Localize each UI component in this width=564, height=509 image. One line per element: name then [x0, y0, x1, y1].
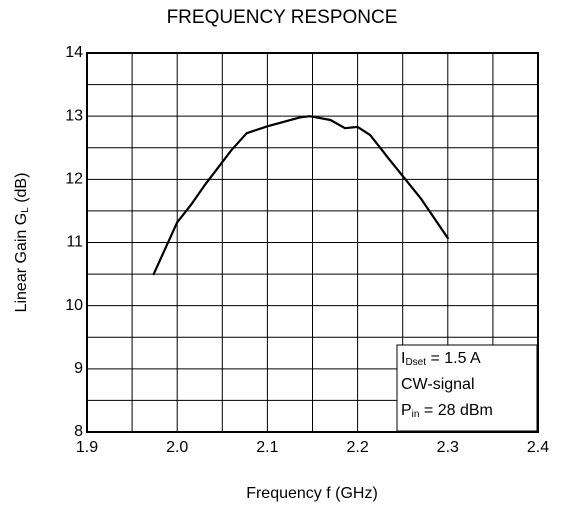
- y-axis-label-tail: (dB): [13, 173, 30, 208]
- y-tick-label: 8: [74, 423, 83, 440]
- y-tick-label: 11: [66, 234, 83, 251]
- y-tick-label: 12: [65, 171, 83, 188]
- x-tick-label: 1.9: [76, 439, 98, 456]
- y-axis-label: Linear Gain GL (dB): [13, 173, 30, 313]
- annotation-box: [396, 344, 538, 432]
- data-line: [152, 115, 449, 276]
- x-axis-label: Frequency f (GHz): [246, 485, 378, 502]
- x-tick-label: 2.0: [166, 439, 188, 456]
- annotation: Pin = 28 dBm: [401, 402, 493, 419]
- x-tick-label: 2.1: [256, 439, 278, 456]
- x-tick-label: 2.3: [437, 439, 459, 456]
- x-tick-label: 2.2: [346, 439, 368, 456]
- annotation-sub: in: [412, 409, 420, 420]
- y-tick-label: 10: [65, 297, 83, 314]
- x-tick-label: 2.4: [527, 439, 549, 456]
- annotation: IDset = 1.5 A: [401, 350, 481, 367]
- annotation-tail: = 28 dBm: [419, 402, 492, 419]
- y-axis-label-main: Linear Gain G: [13, 213, 30, 313]
- y-tick-label: 14: [65, 44, 83, 61]
- chart-title: FREQUENCY RESPONCE: [167, 7, 398, 28]
- y-axis-label-sub: L: [20, 207, 31, 213]
- annotation-main: I: [401, 350, 405, 367]
- annotation: CW-signal: [401, 376, 475, 393]
- annotation-tail: = 1.5 A: [426, 350, 481, 367]
- annotation-main: P: [401, 402, 412, 419]
- y-tick-label: 9: [74, 360, 83, 377]
- annotation-main: CW-signal: [401, 376, 475, 393]
- plot-frame: [86, 52, 539, 433]
- y-tick-label: 13: [65, 107, 83, 124]
- annotation-sub: Dset: [405, 357, 426, 368]
